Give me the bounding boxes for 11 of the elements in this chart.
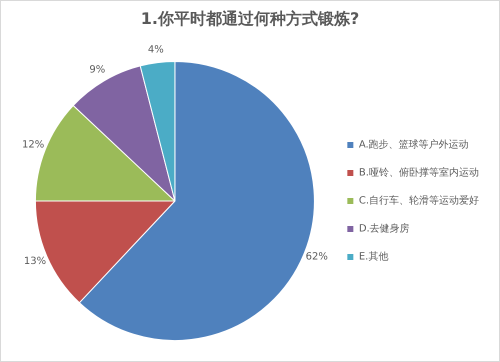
data-label: 13% [24, 256, 46, 268]
data-label: 12% [22, 139, 44, 150]
data-label: 62% [306, 252, 328, 263]
legend-label: A.跑步、篮球等户外运动 [358, 138, 469, 151]
legend-label: E.其他 [358, 250, 388, 263]
legend-label: C.自行车、轮滑等运动爱好 [358, 194, 480, 207]
chart-title: 1.你平时都通过何种方式锻炼? [140, 9, 360, 30]
legend-label: B.哑铃、俯卧撑等室内运动 [358, 166, 479, 179]
data-label: 4% [148, 44, 164, 56]
data-label: 9% [89, 64, 106, 76]
legend-label: D.去健身房 [358, 222, 410, 235]
